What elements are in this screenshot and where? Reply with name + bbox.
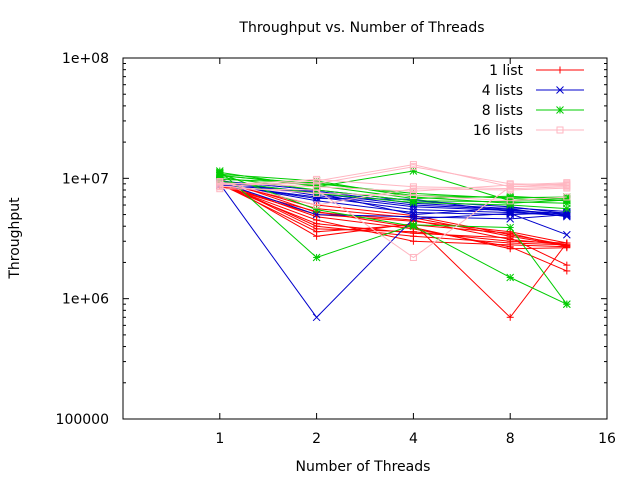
series-2-line-1-point-1 [312, 205, 321, 214]
series-0-line-9-point-1 [313, 225, 321, 233]
series-3-line-5-point-0 [216, 182, 224, 190]
series-0-line-8-point-1 [313, 216, 321, 224]
series-3 [216, 161, 571, 261]
series-1-line-6-point-3 [506, 215, 515, 223]
series-3-line-3-point-1 [313, 175, 321, 183]
legend-label-1: 4 lists [482, 83, 523, 99]
ticks-layer: 1 2 4 8 16 100000 1e+06 1e+07 1e+08 [56, 51, 616, 447]
legend-marker-1 [556, 86, 564, 94]
series-3-line-2-point-2 [409, 253, 417, 261]
series-3-line-0 [219, 164, 567, 188]
series-0-line-9-point-3 [506, 237, 514, 245]
series-3-line-1-point-2 [409, 163, 417, 171]
series-3-line-6-point-2 [409, 185, 417, 193]
legend: 1 list 4 lists 8 lists 16 lists [473, 63, 584, 139]
legend-marker-2 [556, 106, 564, 114]
series-0-line-8-point-2 [409, 237, 417, 245]
series-1-line-0-point-1 [312, 313, 321, 322]
legend-label-0: 1 list [489, 63, 523, 79]
series-0-line-3-point-4 [563, 267, 571, 275]
series-3-line-5-point-3 [506, 197, 514, 205]
series-3-line-5-point-1 [313, 189, 321, 197]
series-2-line-8-point-4 [562, 204, 571, 213]
series-2-line-0-point-3 [506, 223, 515, 232]
legend-label-2: 8 lists [482, 103, 523, 119]
x-axis-title: Number of Threads [296, 459, 431, 475]
legend-marker-3 [556, 126, 564, 134]
series-3-line-6 [219, 181, 567, 206]
series-3-line-5-point-2 [409, 192, 417, 200]
series-2-line-8-point-3 [506, 201, 515, 209]
x-tick-label-2: 4 [409, 431, 418, 447]
series-3-line-6-point-4 [563, 184, 571, 192]
series-0-line-10-point-3 [506, 231, 514, 239]
series-0-line-11-point-3 [506, 245, 514, 253]
y-tick-label-2: 1e+07 [62, 171, 109, 187]
series-2-line-1-point-2 [409, 222, 418, 231]
series-0-line-0-point-3 [506, 313, 514, 321]
series-3-line-6-point-1 [313, 201, 321, 209]
plot-frame [122, 57, 608, 420]
series-1-line-0-point-4 [562, 230, 571, 239]
y-axis-title: Throughput [7, 197, 23, 280]
series-0-line-11-point-4 [563, 244, 571, 252]
series-2-line-0-point-1 [312, 253, 321, 262]
y-tick-label-1: 1e+06 [62, 292, 109, 308]
series-3-line-3 [219, 178, 567, 190]
y-tick-label-0: 100000 [56, 412, 109, 428]
y-tick-label-3: 1e+08 [62, 51, 109, 67]
series-2-line-3-point-2 [409, 167, 418, 175]
series-3-line-6-point-3 [506, 186, 514, 194]
series-3-line-4-point-1 [313, 183, 321, 191]
legend-label-3: 16 lists [473, 123, 523, 139]
x-tick-label-4: 16 [598, 431, 616, 447]
series-2-line-1-point-3 [506, 273, 515, 282]
chart-title: Throughput vs. Number of Threads [238, 20, 484, 36]
x-tick-label-3: 8 [506, 431, 515, 447]
series-3-line-4-point-4 [563, 179, 571, 187]
legend-marker-0 [556, 66, 564, 74]
series-3-line-6-point-0 [216, 178, 224, 186]
series-3-line-5 [219, 185, 567, 202]
series-2-line-1-point-4 [562, 300, 571, 309]
series-1-line-6-point-4 [562, 210, 571, 219]
series-1-line-8-point-3 [506, 207, 515, 216]
x-tick-label-0: 1 [215, 431, 224, 447]
series-3-line-2 [219, 185, 567, 259]
series-3-line-5-point-4 [563, 193, 571, 201]
x-tick-label-1: 2 [312, 431, 321, 447]
series-1-line-9-point-2 [409, 210, 418, 219]
series-layer [215, 161, 571, 322]
series-2-line-7-point-3 [506, 192, 515, 201]
series-2-line-8-point-2 [409, 198, 418, 207]
series-0-line-10-point-2 [409, 212, 417, 220]
series-3-line-4-point-3 [506, 181, 514, 189]
